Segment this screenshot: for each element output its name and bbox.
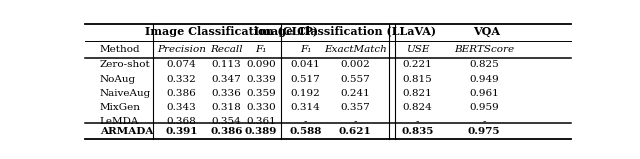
Text: 0.557: 0.557	[340, 75, 370, 84]
Text: -: -	[353, 117, 357, 126]
Text: F₁: F₁	[255, 45, 267, 54]
Text: 0.357: 0.357	[340, 103, 370, 112]
Text: 0.389: 0.389	[245, 127, 277, 136]
Text: 0.332: 0.332	[167, 75, 196, 84]
Text: 0.361: 0.361	[246, 117, 276, 126]
Text: Image Classification (LLaVA): Image Classification (LLaVA)	[254, 26, 436, 37]
Text: Method: Method	[100, 45, 140, 54]
Text: 0.391: 0.391	[165, 127, 198, 136]
Text: 0.949: 0.949	[469, 75, 499, 84]
Text: 0.241: 0.241	[340, 89, 370, 98]
Text: Zero-shot: Zero-shot	[100, 60, 150, 69]
Text: -: -	[304, 117, 307, 126]
Text: MixGen: MixGen	[100, 103, 141, 112]
Text: 0.002: 0.002	[340, 60, 370, 69]
Text: 0.113: 0.113	[211, 60, 241, 69]
Text: 0.835: 0.835	[401, 127, 433, 136]
Text: VQA: VQA	[473, 26, 500, 37]
Text: 0.314: 0.314	[291, 103, 321, 112]
Text: 0.347: 0.347	[211, 75, 241, 84]
Text: 0.221: 0.221	[403, 60, 432, 69]
Text: 0.359: 0.359	[246, 89, 276, 98]
Text: NoAug: NoAug	[100, 75, 136, 84]
Text: 0.330: 0.330	[246, 103, 276, 112]
Text: 0.339: 0.339	[246, 75, 276, 84]
Text: 0.588: 0.588	[289, 127, 322, 136]
Text: LeMDA: LeMDA	[100, 117, 140, 126]
Text: 0.517: 0.517	[291, 75, 321, 84]
Text: 0.074: 0.074	[167, 60, 196, 69]
Text: 0.621: 0.621	[339, 127, 372, 136]
Text: 0.386: 0.386	[167, 89, 196, 98]
Text: ExactMatch: ExactMatch	[324, 45, 387, 54]
Text: 0.041: 0.041	[291, 60, 321, 69]
Text: ARMADA: ARMADA	[100, 127, 153, 136]
Text: 0.368: 0.368	[167, 117, 196, 126]
Text: Precision: Precision	[157, 45, 206, 54]
Text: 0.386: 0.386	[210, 127, 243, 136]
Text: 0.824: 0.824	[403, 103, 432, 112]
Text: -: -	[483, 117, 486, 126]
Text: 0.815: 0.815	[403, 75, 432, 84]
Text: BERTScore: BERTScore	[454, 45, 515, 54]
Text: F₁: F₁	[300, 45, 312, 54]
Text: 0.336: 0.336	[211, 89, 241, 98]
Text: 0.825: 0.825	[469, 60, 499, 69]
Text: Image Classification (CLIP): Image Classification (CLIP)	[145, 26, 318, 37]
Text: 0.975: 0.975	[468, 127, 500, 136]
Text: 0.354: 0.354	[211, 117, 241, 126]
Text: NaiveAug: NaiveAug	[100, 89, 151, 98]
Text: 0.343: 0.343	[167, 103, 196, 112]
Text: Recall: Recall	[210, 45, 243, 54]
Text: 0.090: 0.090	[246, 60, 276, 69]
Text: 0.318: 0.318	[211, 103, 241, 112]
Text: 0.961: 0.961	[469, 89, 499, 98]
Text: -: -	[415, 117, 419, 126]
Text: 0.192: 0.192	[291, 89, 321, 98]
Text: 0.959: 0.959	[469, 103, 499, 112]
Text: USE: USE	[406, 45, 429, 54]
Text: 0.821: 0.821	[403, 89, 432, 98]
